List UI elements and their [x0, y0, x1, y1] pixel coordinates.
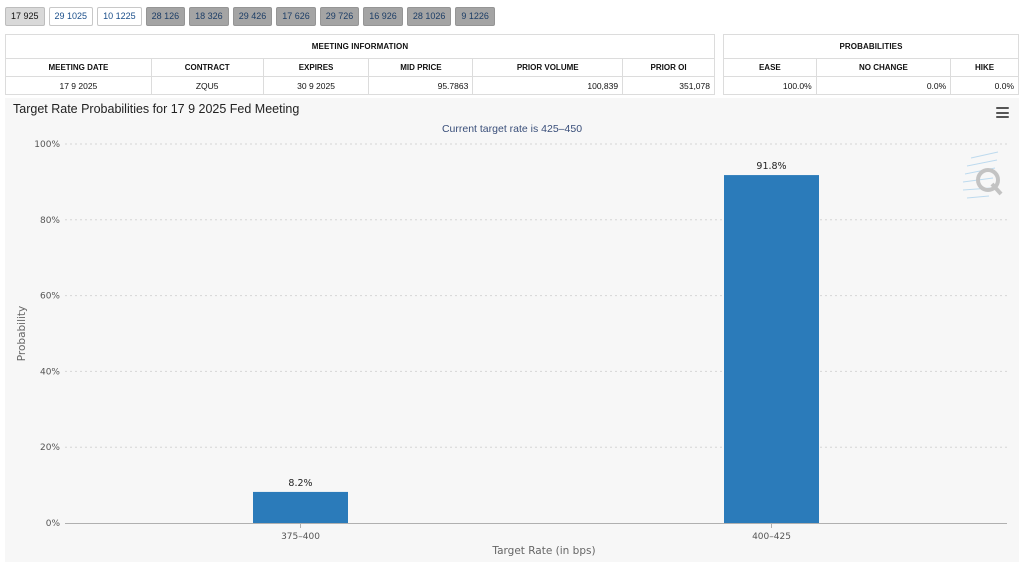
y-tick-label: 60%	[40, 292, 60, 302]
tab-meeting-10[interactable]: 9 1226	[455, 7, 495, 26]
y-tick-label: 0%	[46, 519, 61, 529]
tab-meeting-0[interactable]: 17 925	[5, 7, 45, 26]
tab-meeting-3[interactable]: 28 126	[145, 7, 186, 26]
cell-meeting-date: 17 9 2025	[5, 76, 152, 95]
probabilities-table: PROBABILITIES EASE NO CHANGE HIKE 100.0%…	[723, 34, 1019, 95]
probabilities-title: PROBABILITIES	[723, 34, 1019, 59]
cell-no-change: 0.0%	[815, 76, 952, 95]
x-tick-label: 375–400	[281, 532, 320, 542]
cell-prior-oi: 351,078	[622, 76, 715, 95]
y-tick-label: 80%	[40, 216, 60, 226]
cell-mid-price: 95.7863	[368, 76, 474, 95]
y-tick-label: 20%	[40, 443, 60, 453]
y-tick-label: 40%	[40, 367, 60, 377]
meeting-tabs: 17 925 29 1025 10 1225 28 126 18 326 29 426 17…	[5, 7, 495, 26]
cell-prior-volume: 100,839	[472, 76, 624, 95]
tab-meeting-8[interactable]: 16 926	[363, 7, 403, 26]
col-prior-volume: PRIOR VOLUME	[472, 58, 624, 77]
y-tick-label: 100%	[34, 140, 60, 150]
tab-meeting-9[interactable]: 28 1026	[406, 7, 452, 26]
y-axis-title: Probability	[16, 306, 28, 362]
table-row: 17 9 2025 ZQU5 30 9 2025 95.7863 100,839…	[5, 76, 715, 95]
col-expires: EXPIRES	[262, 58, 370, 77]
chart-menu-icon[interactable]	[996, 107, 1009, 118]
tab-meeting-7[interactable]: 29 726	[319, 7, 360, 26]
col-mid-price: MID PRICE	[368, 58, 474, 77]
data-label: 8.2%	[288, 478, 312, 489]
col-meeting-date: MEETING DATE	[5, 58, 152, 77]
cell-ease: 100.0%	[723, 76, 817, 95]
bar-0	[253, 491, 348, 523]
tab-meeting-2[interactable]: 10 1225	[97, 7, 142, 26]
chart-subtitle: Current target rate is 425–450	[441, 123, 583, 135]
cell-contract: ZQU5	[150, 76, 264, 95]
table-row: 100.0% 0.0% 0.0%	[723, 76, 1019, 95]
tab-meeting-5[interactable]: 29 426	[232, 7, 273, 26]
tab-meeting-1[interactable]: 29 1025	[48, 7, 94, 26]
cell-expires: 30 9 2025	[262, 76, 370, 95]
x-axis-title: Target Rate (in bps)	[491, 545, 595, 557]
col-hike: HIKE	[950, 58, 1019, 77]
col-ease: EASE	[723, 58, 817, 77]
meeting-info-table: MEETING INFORMATION MEETING DATE CONTRAC…	[5, 34, 715, 95]
q-logo-icon	[962, 151, 1003, 199]
cell-hike: 0.0%	[950, 76, 1019, 95]
col-contract: CONTRACT	[150, 58, 264, 77]
col-prior-oi: PRIOR OI	[622, 58, 715, 77]
chart-container: Target Rate Probabilities for 17 9 2025 …	[5, 98, 1019, 562]
data-label: 91.8%	[756, 161, 786, 172]
tab-meeting-6[interactable]: 17 626	[276, 7, 316, 26]
col-no-change: NO CHANGE	[815, 58, 952, 77]
chart-title: Target Rate Probabilities for 17 9 2025 …	[13, 102, 300, 116]
bar-chart: 0% 20% 40% 60% 80% 100% 8.2% 375–400 91.8% 400–42…	[16, 140, 1007, 557]
tab-meeting-4[interactable]: 18 326	[189, 7, 229, 26]
meeting-info-title: MEETING INFORMATION	[5, 34, 715, 59]
bar-1	[724, 175, 819, 523]
x-tick-label: 400–425	[752, 532, 791, 542]
